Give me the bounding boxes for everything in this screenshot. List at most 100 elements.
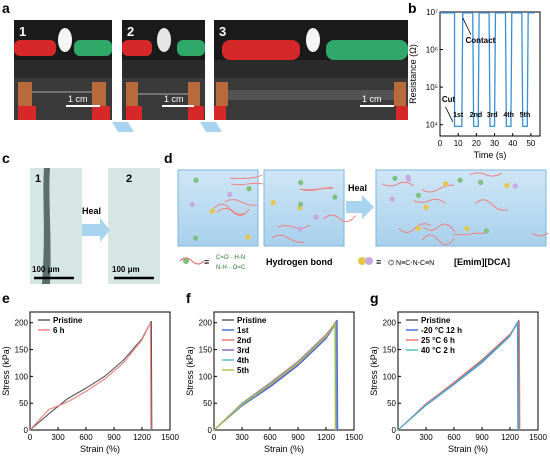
legend-label: Pristine bbox=[53, 316, 83, 325]
polymer-chain bbox=[421, 234, 455, 245]
photo-1-scale: 1 cm bbox=[68, 94, 88, 104]
micro-2-scale: 100 μm bbox=[112, 265, 140, 274]
polymer-chain bbox=[474, 199, 508, 211]
polymer-chain bbox=[271, 234, 305, 244]
heal-arrow-c-icon bbox=[82, 218, 110, 242]
polymer-chain bbox=[323, 214, 357, 223]
polymer-chain bbox=[531, 232, 548, 237]
network-particle bbox=[392, 175, 398, 181]
photo-1-label: 1 bbox=[19, 24, 26, 39]
series-line bbox=[213, 321, 337, 431]
x-tick-label: 40 bbox=[508, 139, 517, 148]
x-tick-label: 300 bbox=[51, 433, 65, 442]
network-particle bbox=[504, 182, 510, 189]
legend-il: ≡ ⌬ N≡C-N-C≡N [Emim][DCA] bbox=[358, 257, 510, 267]
polymer-chain bbox=[224, 199, 257, 206]
panel-d-schematic: Heal ≡ C=O···H-N N-H···O=C Hydrogen bond… bbox=[177, 169, 548, 271]
series-line bbox=[397, 320, 519, 431]
panel-a-photos: 1 1 cm 2 1 cm 3 1 cm bbox=[14, 20, 408, 132]
legend-label: 40 °C 2 h bbox=[421, 346, 455, 355]
resistance-line bbox=[440, 12, 535, 128]
legend-hbond: ≡ C=O···H-N N-H···O=C Hydrogen bond bbox=[179, 255, 333, 271]
x-tick-label: 900 bbox=[107, 433, 121, 442]
y-axis-label: Stress (kPa) bbox=[185, 346, 195, 396]
network-particle bbox=[192, 235, 199, 241]
legend-label: Pristine bbox=[237, 316, 267, 325]
photo-1: 1 1 cm bbox=[14, 20, 112, 120]
y-tick-label: 10⁴ bbox=[426, 121, 439, 130]
network-particle bbox=[415, 225, 421, 232]
micro-2-label: 2 bbox=[126, 173, 132, 185]
y-tick-label: 150 bbox=[383, 346, 397, 355]
plot-frame bbox=[439, 11, 541, 137]
y-axis-label: Resistance (Ω) bbox=[408, 44, 418, 104]
panel-letter-b: b bbox=[408, 0, 417, 16]
network-particle bbox=[332, 194, 338, 200]
network-particle bbox=[227, 191, 233, 198]
network-particle bbox=[209, 208, 216, 214]
arrow-2-icon bbox=[200, 122, 222, 132]
polymer-chain bbox=[398, 223, 432, 233]
series-line bbox=[29, 320, 153, 431]
x-tick-label: 0 bbox=[28, 433, 33, 442]
panel-letter-a: a bbox=[2, 0, 10, 16]
network-particle bbox=[389, 196, 395, 202]
crack-line bbox=[42, 168, 51, 284]
network-particle bbox=[512, 183, 518, 189]
photo-2-scale: 1 cm bbox=[164, 94, 184, 104]
photo-3-scale: 1 cm bbox=[362, 94, 382, 104]
x-tick-label: 600 bbox=[263, 433, 277, 442]
y-tick-label: 50 bbox=[387, 399, 396, 408]
micro-image-2 bbox=[108, 168, 160, 284]
x-tick-label: 300 bbox=[235, 433, 249, 442]
chart-f: 0 300 600 900 1200 1500 0 50 100 150 200 Strain (%)… bbox=[185, 311, 363, 454]
heal-d-label: Heal bbox=[348, 183, 367, 193]
panel-letter-f: f bbox=[186, 290, 191, 306]
panel-c-images: 1 2 Heal 100 μm 100 μm bbox=[30, 168, 160, 284]
panel-letter-g: g bbox=[370, 290, 379, 306]
y-tick-label: 0 bbox=[392, 426, 397, 435]
svg-text:≡: ≡ bbox=[204, 257, 209, 267]
cycle-label: 4th bbox=[503, 112, 514, 119]
x-tick-label: 1200 bbox=[501, 433, 519, 442]
panel-letter-e: e bbox=[2, 290, 10, 306]
legend-label: 3rd bbox=[237, 346, 250, 355]
x-tick-label: 600 bbox=[79, 433, 93, 442]
chart-g: 0 300 600 900 1200 1500 0 50 100 150 200 Strain (%)… bbox=[369, 311, 547, 454]
y-tick-label: 50 bbox=[19, 399, 28, 408]
network-particle bbox=[245, 234, 251, 240]
heal-c-label: Heal bbox=[82, 206, 101, 216]
legend-label: 4th bbox=[237, 356, 249, 365]
y-axis-label: Stress (kPa) bbox=[369, 346, 379, 396]
polymer-chain bbox=[413, 198, 447, 204]
polymer-chain bbox=[453, 232, 486, 236]
x-tick-label: 50 bbox=[526, 139, 535, 148]
y-tick-label: 200 bbox=[15, 319, 29, 328]
photo-3-label: 3 bbox=[219, 24, 226, 39]
polymer-chain bbox=[213, 203, 246, 215]
y-axis-label: Stress (kPa) bbox=[1, 346, 11, 396]
y-tick-label: 0 bbox=[208, 426, 213, 435]
x-axis-label: Strain (%) bbox=[80, 444, 120, 454]
y-tick-label: 150 bbox=[199, 346, 213, 355]
network-particle bbox=[443, 181, 449, 187]
photo-2: 2 1 cm bbox=[122, 20, 205, 120]
x-tick-label: 0 bbox=[212, 433, 217, 442]
network-particle bbox=[415, 192, 421, 198]
polymer-chain bbox=[230, 182, 264, 186]
x-tick-label: 0 bbox=[396, 433, 401, 442]
x-tick-label: 1200 bbox=[133, 433, 151, 442]
plot-frame bbox=[213, 311, 355, 431]
x-axis-label: Strain (%) bbox=[448, 444, 488, 454]
y-tick-label: 10⁶ bbox=[426, 46, 438, 55]
x-tick-label: 1500 bbox=[529, 433, 547, 442]
x-tick-label: 1200 bbox=[317, 433, 335, 442]
network-particle bbox=[483, 228, 489, 234]
polymer-chain bbox=[229, 174, 263, 179]
polymer-chain bbox=[422, 223, 456, 233]
micro-1-scale: 100 μm bbox=[32, 265, 60, 274]
micro-image-1 bbox=[30, 168, 82, 284]
photo-2-label: 2 bbox=[127, 24, 134, 39]
plot-frame bbox=[29, 311, 171, 431]
network-particle bbox=[246, 186, 252, 192]
